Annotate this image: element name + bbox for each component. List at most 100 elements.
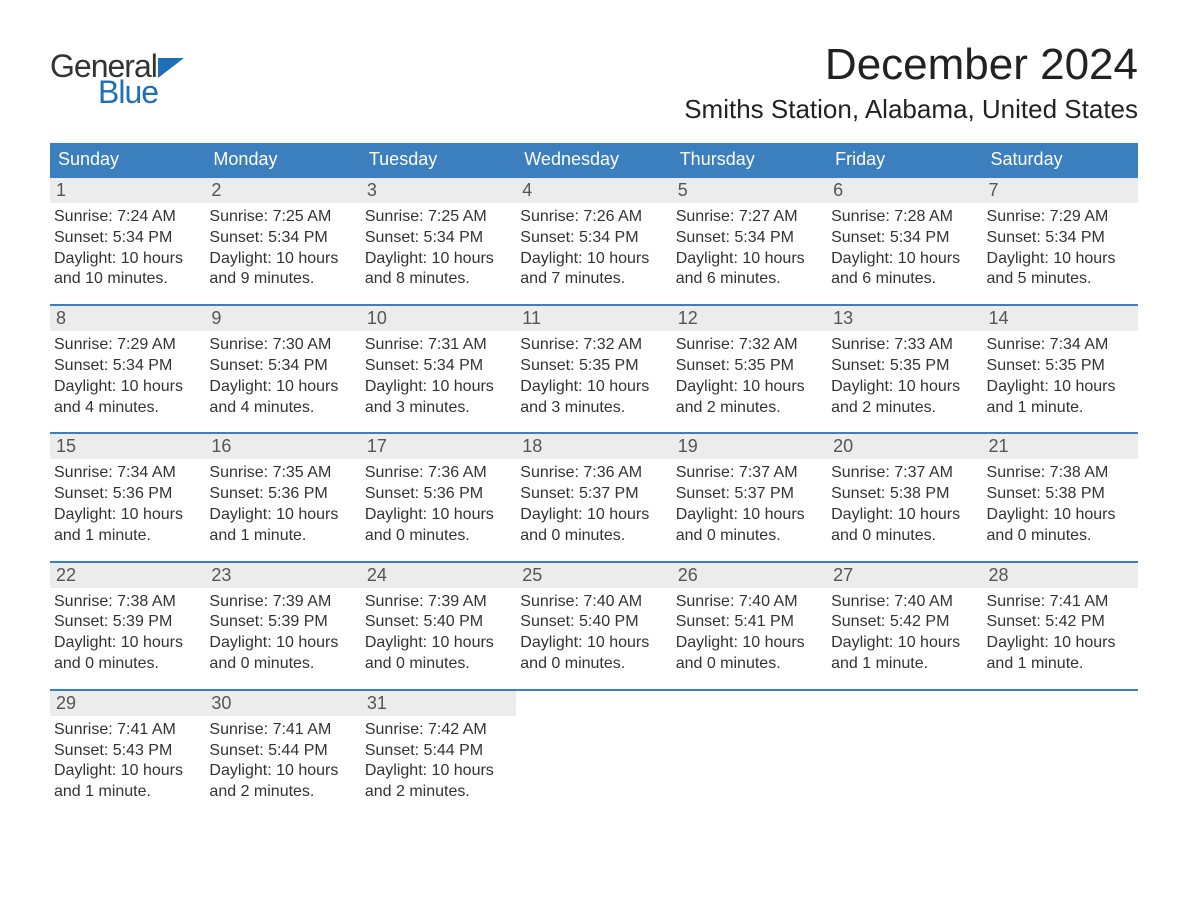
sunrise-text: Sunrise: 7:27 AM (676, 207, 823, 228)
sunrise-text: Sunrise: 7:26 AM (520, 207, 667, 228)
day-header-wed: Wednesday (516, 143, 671, 176)
day-details: Sunrise: 7:32 AMSunset: 5:35 PMDaylight:… (516, 331, 671, 418)
day-details: Sunrise: 7:27 AMSunset: 5:34 PMDaylight:… (672, 203, 827, 290)
day-details: Sunrise: 7:24 AMSunset: 5:34 PMDaylight:… (50, 203, 205, 290)
daylight-text: Daylight: 10 hours and 7 minutes. (520, 249, 667, 291)
day-cell: 3Sunrise: 7:25 AMSunset: 5:34 PMDaylight… (361, 178, 516, 290)
sunset-text: Sunset: 5:37 PM (520, 484, 667, 505)
sunset-text: Sunset: 5:39 PM (54, 612, 201, 633)
day-cell: 5Sunrise: 7:27 AMSunset: 5:34 PMDaylight… (672, 178, 827, 290)
sunset-text: Sunset: 5:43 PM (54, 741, 201, 762)
week-row: 15Sunrise: 7:34 AMSunset: 5:36 PMDayligh… (50, 432, 1138, 546)
sunset-text: Sunset: 5:34 PM (209, 228, 356, 249)
day-details: Sunrise: 7:33 AMSunset: 5:35 PMDaylight:… (827, 331, 982, 418)
sunrise-text: Sunrise: 7:42 AM (365, 720, 512, 741)
day-cell: 8Sunrise: 7:29 AMSunset: 5:34 PMDaylight… (50, 306, 205, 418)
daylight-text: Daylight: 10 hours and 5 minutes. (987, 249, 1134, 291)
day-cell: 27Sunrise: 7:40 AMSunset: 5:42 PMDayligh… (827, 563, 982, 675)
day-details: Sunrise: 7:26 AMSunset: 5:34 PMDaylight:… (516, 203, 671, 290)
day-number: 23 (205, 563, 360, 588)
day-details: Sunrise: 7:42 AMSunset: 5:44 PMDaylight:… (361, 716, 516, 803)
day-cell: 28Sunrise: 7:41 AMSunset: 5:42 PMDayligh… (983, 563, 1138, 675)
day-cell: 18Sunrise: 7:36 AMSunset: 5:37 PMDayligh… (516, 434, 671, 546)
day-header-fri: Friday (827, 143, 982, 176)
sunset-text: Sunset: 5:34 PM (209, 356, 356, 377)
sunset-text: Sunset: 5:34 PM (54, 356, 201, 377)
daylight-text: Daylight: 10 hours and 3 minutes. (365, 377, 512, 419)
day-cell: 6Sunrise: 7:28 AMSunset: 5:34 PMDaylight… (827, 178, 982, 290)
day-details: Sunrise: 7:34 AMSunset: 5:35 PMDaylight:… (983, 331, 1138, 418)
daylight-text: Daylight: 10 hours and 0 minutes. (365, 505, 512, 547)
sunset-text: Sunset: 5:34 PM (520, 228, 667, 249)
day-details: Sunrise: 7:32 AMSunset: 5:35 PMDaylight:… (672, 331, 827, 418)
daylight-text: Daylight: 10 hours and 2 minutes. (676, 377, 823, 419)
daylight-text: Daylight: 10 hours and 2 minutes. (209, 761, 356, 803)
day-cell: 19Sunrise: 7:37 AMSunset: 5:37 PMDayligh… (672, 434, 827, 546)
sunrise-text: Sunrise: 7:24 AM (54, 207, 201, 228)
day-cell: 17Sunrise: 7:36 AMSunset: 5:36 PMDayligh… (361, 434, 516, 546)
sunset-text: Sunset: 5:36 PM (54, 484, 201, 505)
day-details: Sunrise: 7:39 AMSunset: 5:40 PMDaylight:… (361, 588, 516, 675)
day-cell (983, 691, 1138, 803)
sunset-text: Sunset: 5:41 PM (676, 612, 823, 633)
sunrise-text: Sunrise: 7:32 AM (520, 335, 667, 356)
day-details: Sunrise: 7:29 AMSunset: 5:34 PMDaylight:… (50, 331, 205, 418)
sunset-text: Sunset: 5:42 PM (987, 612, 1134, 633)
daylight-text: Daylight: 10 hours and 0 minutes. (987, 505, 1134, 547)
day-number: 24 (361, 563, 516, 588)
daylight-text: Daylight: 10 hours and 9 minutes. (209, 249, 356, 291)
day-details: Sunrise: 7:38 AMSunset: 5:39 PMDaylight:… (50, 588, 205, 675)
sunrise-text: Sunrise: 7:35 AM (209, 463, 356, 484)
day-cell: 21Sunrise: 7:38 AMSunset: 5:38 PMDayligh… (983, 434, 1138, 546)
sunrise-text: Sunrise: 7:31 AM (365, 335, 512, 356)
sunset-text: Sunset: 5:36 PM (209, 484, 356, 505)
day-details: Sunrise: 7:35 AMSunset: 5:36 PMDaylight:… (205, 459, 360, 546)
sunrise-text: Sunrise: 7:41 AM (209, 720, 356, 741)
daylight-text: Daylight: 10 hours and 1 minute. (987, 633, 1134, 675)
day-cell: 15Sunrise: 7:34 AMSunset: 5:36 PMDayligh… (50, 434, 205, 546)
day-number: 19 (672, 434, 827, 459)
daylight-text: Daylight: 10 hours and 0 minutes. (676, 505, 823, 547)
sunset-text: Sunset: 5:44 PM (209, 741, 356, 762)
sunrise-text: Sunrise: 7:39 AM (209, 592, 356, 613)
sunrise-text: Sunrise: 7:40 AM (520, 592, 667, 613)
location-title: Smiths Station, Alabama, United States (684, 94, 1138, 125)
sunset-text: Sunset: 5:34 PM (676, 228, 823, 249)
sunrise-text: Sunrise: 7:37 AM (831, 463, 978, 484)
sunrise-text: Sunrise: 7:28 AM (831, 207, 978, 228)
day-number: 21 (983, 434, 1138, 459)
day-details: Sunrise: 7:41 AMSunset: 5:42 PMDaylight:… (983, 588, 1138, 675)
day-cell (672, 691, 827, 803)
sunset-text: Sunset: 5:38 PM (831, 484, 978, 505)
day-number: 22 (50, 563, 205, 588)
day-number: 9 (205, 306, 360, 331)
header: General Blue December 2024 Smiths Statio… (50, 40, 1138, 125)
sunrise-text: Sunrise: 7:40 AM (831, 592, 978, 613)
sunrise-text: Sunrise: 7:36 AM (520, 463, 667, 484)
day-header-sat: Saturday (983, 143, 1138, 176)
week-row: 29Sunrise: 7:41 AMSunset: 5:43 PMDayligh… (50, 689, 1138, 803)
brand-logo: General Blue (50, 40, 184, 108)
sunrise-text: Sunrise: 7:33 AM (831, 335, 978, 356)
week-row: 22Sunrise: 7:38 AMSunset: 5:39 PMDayligh… (50, 561, 1138, 675)
day-details: Sunrise: 7:29 AMSunset: 5:34 PMDaylight:… (983, 203, 1138, 290)
sunset-text: Sunset: 5:40 PM (365, 612, 512, 633)
sunrise-text: Sunrise: 7:41 AM (54, 720, 201, 741)
day-details: Sunrise: 7:38 AMSunset: 5:38 PMDaylight:… (983, 459, 1138, 546)
sunrise-text: Sunrise: 7:38 AM (987, 463, 1134, 484)
day-details: Sunrise: 7:36 AMSunset: 5:36 PMDaylight:… (361, 459, 516, 546)
daylight-text: Daylight: 10 hours and 0 minutes. (520, 505, 667, 547)
calendar: Sunday Monday Tuesday Wednesday Thursday… (50, 143, 1138, 803)
daylight-text: Daylight: 10 hours and 4 minutes. (54, 377, 201, 419)
day-number: 3 (361, 178, 516, 203)
daylight-text: Daylight: 10 hours and 1 minute. (54, 505, 201, 547)
sunset-text: Sunset: 5:44 PM (365, 741, 512, 762)
sunrise-text: Sunrise: 7:40 AM (676, 592, 823, 613)
daylight-text: Daylight: 10 hours and 0 minutes. (209, 633, 356, 675)
day-number: 4 (516, 178, 671, 203)
daylight-text: Daylight: 10 hours and 1 minute. (209, 505, 356, 547)
day-header-sun: Sunday (50, 143, 205, 176)
sunset-text: Sunset: 5:34 PM (831, 228, 978, 249)
flag-icon (158, 58, 184, 78)
daylight-text: Daylight: 10 hours and 10 minutes. (54, 249, 201, 291)
